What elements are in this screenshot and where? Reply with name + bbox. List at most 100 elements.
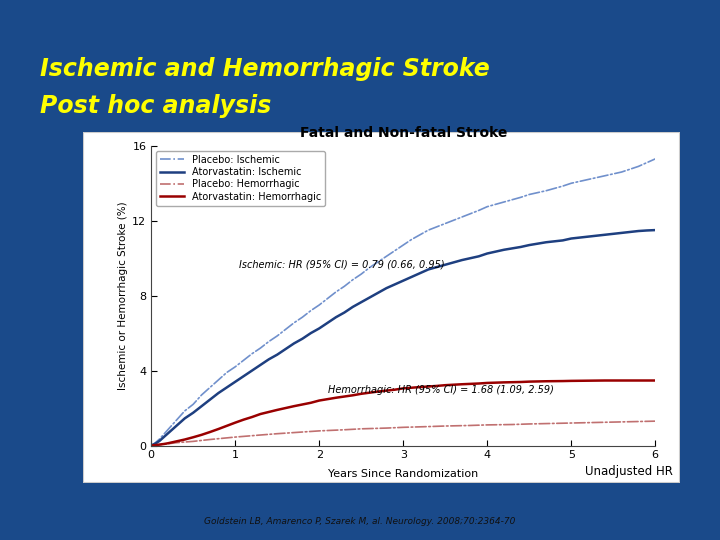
Atorvastatin: Ischemic: (1.6, 5.15): Ischemic: (1.6, 5.15)	[282, 346, 290, 352]
Atorvastatin: Hemorrhagic: (4.5, 3.41): Hemorrhagic: (4.5, 3.41)	[525, 379, 534, 385]
Atorvastatin: Hemorrhagic: (0.05, 0.02): Hemorrhagic: (0.05, 0.02)	[151, 442, 160, 448]
Placebo: Hemorrhagic: (4.8, 1.18): Hemorrhagic: (4.8, 1.18)	[550, 420, 559, 427]
Atorvastatin: Hemorrhagic: (0.9, 1.05): Hemorrhagic: (0.9, 1.05)	[222, 423, 231, 429]
Atorvastatin: Hemorrhagic: (4, 3.34): Hemorrhagic: (4, 3.34)	[483, 380, 492, 386]
Placebo: Hemorrhagic: (0.3, 0.15): Hemorrhagic: (0.3, 0.15)	[172, 440, 181, 446]
Atorvastatin: Hemorrhagic: (5.5, 3.47): Hemorrhagic: (5.5, 3.47)	[609, 377, 618, 384]
Atorvastatin: Hemorrhagic: (3.4, 3.18): Hemorrhagic: (3.4, 3.18)	[433, 383, 441, 389]
Placebo: Ischemic: (0.05, 0.15): Ischemic: (0.05, 0.15)	[151, 440, 160, 446]
Atorvastatin: Hemorrhagic: (1.7, 2.1): Hemorrhagic: (1.7, 2.1)	[289, 403, 298, 409]
Placebo: Hemorrhagic: (0.7, 0.32): Hemorrhagic: (0.7, 0.32)	[206, 436, 215, 443]
Atorvastatin: Ischemic: (2.7, 8.15): Ischemic: (2.7, 8.15)	[374, 289, 382, 296]
Atorvastatin: Hemorrhagic: (5.2, 3.46): Hemorrhagic: (5.2, 3.46)	[584, 377, 593, 384]
Atorvastatin: Ischemic: (3.2, 9.2): Ischemic: (3.2, 9.2)	[415, 270, 424, 276]
Bar	[83, 132, 680, 483]
Text: Unadjusted HR: Unadjusted HR	[585, 465, 673, 478]
Atorvastatin: Hemorrhagic: (1, 1.22): Hemorrhagic: (1, 1.22)	[231, 420, 240, 426]
Placebo: Hemorrhagic: (2, 0.78): Hemorrhagic: (2, 0.78)	[315, 428, 323, 434]
Atorvastatin: Hemorrhagic: (2.5, 2.76): Hemorrhagic: (2.5, 2.76)	[357, 390, 366, 397]
Atorvastatin: Hemorrhagic: (3.9, 3.31): Hemorrhagic: (3.9, 3.31)	[474, 380, 483, 387]
Placebo: Hemorrhagic: (5.5, 1.25): Hemorrhagic: (5.5, 1.25)	[609, 419, 618, 426]
Atorvastatin: Hemorrhagic: (3.2, 3.12): Hemorrhagic: (3.2, 3.12)	[415, 384, 424, 390]
Atorvastatin: Ischemic: (4.2, 10.4): Ischemic: (4.2, 10.4)	[500, 247, 508, 253]
Placebo: Hemorrhagic: (2.8, 0.93): Hemorrhagic: (2.8, 0.93)	[382, 425, 391, 431]
Legend: Placebo: Ischemic, Atorvastatin: Ischemic, Placebo: Hemorrhagic, Atorvastatin: H: Placebo: Ischemic, Atorvastatin: Ischemi…	[156, 151, 325, 206]
Placebo: Ischemic: (3.2, 11.2): Ischemic: (3.2, 11.2)	[415, 232, 424, 238]
Atorvastatin: Hemorrhagic: (5.4, 3.47): Hemorrhagic: (5.4, 3.47)	[600, 377, 609, 384]
Atorvastatin: Hemorrhagic: (4.4, 3.39): Hemorrhagic: (4.4, 3.39)	[516, 379, 525, 385]
Placebo: Ischemic: (3, 10.7): Ischemic: (3, 10.7)	[399, 242, 408, 248]
Atorvastatin: Hemorrhagic: (1.9, 2.28): Hemorrhagic: (1.9, 2.28)	[307, 400, 315, 406]
Atorvastatin: Hemorrhagic: (5.7, 3.47): Hemorrhagic: (5.7, 3.47)	[626, 377, 634, 384]
Placebo: Hemorrhagic: (0.5, 0.22): Hemorrhagic: (0.5, 0.22)	[189, 438, 197, 444]
Placebo: Hemorrhagic: (5.7, 1.27): Hemorrhagic: (5.7, 1.27)	[626, 418, 634, 425]
Placebo: Hemorrhagic: (0.1, 0.04): Hemorrhagic: (0.1, 0.04)	[156, 442, 164, 448]
Placebo: Hemorrhagic: (5.9, 1.29): Hemorrhagic: (5.9, 1.29)	[642, 418, 651, 424]
Text: Hemorrhagic: HR (95% CI) = 1.68 (1.09, 2.59): Hemorrhagic: HR (95% CI) = 1.68 (1.09, 2…	[328, 385, 554, 395]
Atorvastatin: Hemorrhagic: (5, 3.45): Hemorrhagic: (5, 3.45)	[567, 377, 575, 384]
Placebo: Ischemic: (6, 15.3): Ischemic: (6, 15.3)	[651, 156, 660, 162]
Placebo: Hemorrhagic: (4.3, 1.12): Hemorrhagic: (4.3, 1.12)	[508, 421, 517, 428]
Line: Atorvastatin: Hemorrhagic: Atorvastatin: Hemorrhagic	[151, 381, 655, 446]
Placebo: Hemorrhagic: (2.5, 0.89): Hemorrhagic: (2.5, 0.89)	[357, 426, 366, 432]
Line: Placebo: Ischemic: Placebo: Ischemic	[151, 159, 655, 445]
Atorvastatin: Ischemic: (6, 11.5): Ischemic: (6, 11.5)	[651, 227, 660, 233]
Placebo: Hemorrhagic: (1.5, 0.63): Hemorrhagic: (1.5, 0.63)	[273, 430, 282, 437]
Placebo: Hemorrhagic: (2.3, 0.84): Hemorrhagic: (2.3, 0.84)	[340, 427, 348, 433]
Atorvastatin: Hemorrhagic: (0.4, 0.32): Hemorrhagic: (0.4, 0.32)	[181, 436, 189, 443]
Atorvastatin: Hemorrhagic: (4.7, 3.43): Hemorrhagic: (4.7, 3.43)	[541, 378, 550, 384]
Line: Placebo: Hemorrhagic: Placebo: Hemorrhagic	[151, 421, 655, 445]
Placebo: Ischemic: (0, 0): Ischemic: (0, 0)	[147, 442, 156, 449]
Atorvastatin: Hemorrhagic: (1.3, 1.68): Hemorrhagic: (1.3, 1.68)	[256, 411, 265, 417]
Placebo: Hemorrhagic: (3.8, 1.07): Hemorrhagic: (3.8, 1.07)	[466, 422, 474, 429]
Atorvastatin: Hemorrhagic: (1.5, 1.9): Hemorrhagic: (1.5, 1.9)	[273, 407, 282, 413]
Atorvastatin: Hemorrhagic: (3.7, 3.27): Hemorrhagic: (3.7, 3.27)	[458, 381, 467, 388]
X-axis label: Years Since Randomization: Years Since Randomization	[328, 469, 478, 478]
Placebo: Hemorrhagic: (3.3, 1.01): Hemorrhagic: (3.3, 1.01)	[424, 423, 433, 430]
Y-axis label: Ischemic or Hemorrhagic Stroke (%): Ischemic or Hemorrhagic Stroke (%)	[118, 201, 128, 390]
Text: Post hoc analysis: Post hoc analysis	[40, 94, 271, 118]
Atorvastatin: Hemorrhagic: (5.9, 3.47): Hemorrhagic: (5.9, 3.47)	[642, 377, 651, 384]
Atorvastatin: Hemorrhagic: (4.9, 3.44): Hemorrhagic: (4.9, 3.44)	[559, 378, 567, 384]
Atorvastatin: Hemorrhagic: (2.9, 2.98): Hemorrhagic: (2.9, 2.98)	[390, 387, 399, 393]
Placebo: Hemorrhagic: (1.8, 0.72): Hemorrhagic: (1.8, 0.72)	[298, 429, 307, 435]
Placebo: Ischemic: (1.6, 6.2): Ischemic: (1.6, 6.2)	[282, 326, 290, 333]
Placebo: Hemorrhagic: (1, 0.45): Hemorrhagic: (1, 0.45)	[231, 434, 240, 440]
Atorvastatin: Hemorrhagic: (2.2, 2.55): Hemorrhagic: (2.2, 2.55)	[332, 395, 341, 401]
Text: Ischemic: HR (95% CI) = 0.79 (0.66, 0.95): Ischemic: HR (95% CI) = 0.79 (0.66, 0.95…	[239, 260, 445, 269]
Atorvastatin: Hemorrhagic: (0.15, 0.08): Hemorrhagic: (0.15, 0.08)	[159, 441, 168, 447]
Placebo: Hemorrhagic: (4.5, 1.15): Hemorrhagic: (4.5, 1.15)	[525, 421, 534, 427]
Text: Ischemic and Hemorrhagic Stroke: Ischemic and Hemorrhagic Stroke	[40, 57, 490, 80]
Text: Goldstein LB, Amarenco P, Szarek M, al. Neurology. 2008;70:2364-70: Goldstein LB, Amarenco P, Szarek M, al. …	[204, 517, 516, 526]
Atorvastatin: Ischemic: (0, 0): Ischemic: (0, 0)	[147, 442, 156, 449]
Placebo: Hemorrhagic: (5, 1.2): Hemorrhagic: (5, 1.2)	[567, 420, 575, 426]
Atorvastatin: Hemorrhagic: (2.4, 2.68): Hemorrhagic: (2.4, 2.68)	[348, 392, 357, 399]
Atorvastatin: Hemorrhagic: (0.2, 0.12): Hemorrhagic: (0.2, 0.12)	[163, 440, 172, 447]
Atorvastatin: Hemorrhagic: (1.1, 1.38): Hemorrhagic: (1.1, 1.38)	[239, 416, 248, 423]
Atorvastatin: Hemorrhagic: (3.5, 3.22): Hemorrhagic: (3.5, 3.22)	[441, 382, 449, 388]
Atorvastatin: Hemorrhagic: (0.5, 0.44): Hemorrhagic: (0.5, 0.44)	[189, 434, 197, 441]
Placebo: Hemorrhagic: (1.3, 0.56): Hemorrhagic: (1.3, 0.56)	[256, 432, 265, 438]
Line: Atorvastatin: Ischemic: Atorvastatin: Ischemic	[151, 230, 655, 446]
Atorvastatin: Ischemic: (3, 8.8): Ischemic: (3, 8.8)	[399, 278, 408, 284]
Atorvastatin: Hemorrhagic: (0, 0): Hemorrhagic: (0, 0)	[147, 442, 156, 449]
Placebo: Ischemic: (4.2, 13): Ischemic: (4.2, 13)	[500, 199, 508, 205]
Placebo: Hemorrhagic: (0.2, 0.09): Hemorrhagic: (0.2, 0.09)	[163, 441, 172, 447]
Atorvastatin: Hemorrhagic: (3, 3.05): Hemorrhagic: (3, 3.05)	[399, 385, 408, 392]
Atorvastatin: Hemorrhagic: (4.2, 3.37): Hemorrhagic: (4.2, 3.37)	[500, 379, 508, 386]
Atorvastatin: Hemorrhagic: (2.7, 2.88): Hemorrhagic: (2.7, 2.88)	[374, 388, 382, 395]
Atorvastatin: Hemorrhagic: (0.6, 0.57): Hemorrhagic: (0.6, 0.57)	[197, 431, 206, 438]
Title: Fatal and Non-fatal Stroke: Fatal and Non-fatal Stroke	[300, 126, 507, 140]
Atorvastatin: Ischemic: (0.05, 0.1): Ischemic: (0.05, 0.1)	[151, 441, 160, 447]
Atorvastatin: Hemorrhagic: (0.7, 0.72): Hemorrhagic: (0.7, 0.72)	[206, 429, 215, 435]
Atorvastatin: Hemorrhagic: (1.2, 1.52): Hemorrhagic: (1.2, 1.52)	[248, 414, 256, 420]
Placebo: Hemorrhagic: (6, 1.3): Hemorrhagic: (6, 1.3)	[651, 418, 660, 424]
Placebo: Hemorrhagic: (3, 0.97): Hemorrhagic: (3, 0.97)	[399, 424, 408, 430]
Atorvastatin: Hemorrhagic: (0.8, 0.88): Hemorrhagic: (0.8, 0.88)	[214, 426, 222, 432]
Placebo: Hemorrhagic: (3.5, 1.04): Hemorrhagic: (3.5, 1.04)	[441, 423, 449, 429]
Placebo: Hemorrhagic: (4, 1.1): Hemorrhagic: (4, 1.1)	[483, 422, 492, 428]
Placebo: Hemorrhagic: (0, 0): Hemorrhagic: (0, 0)	[147, 442, 156, 449]
Atorvastatin: Hemorrhagic: (6, 3.47): Hemorrhagic: (6, 3.47)	[651, 377, 660, 384]
Placebo: Hemorrhagic: (5.3, 1.23): Hemorrhagic: (5.3, 1.23)	[592, 419, 600, 426]
Atorvastatin: Hemorrhagic: (0.1, 0.05): Hemorrhagic: (0.1, 0.05)	[156, 441, 164, 448]
